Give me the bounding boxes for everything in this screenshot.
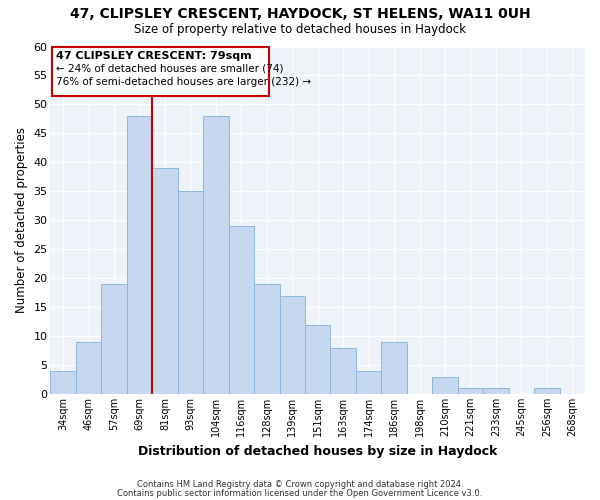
Bar [458, 388, 483, 394]
Bar [76, 342, 101, 394]
FancyBboxPatch shape [52, 46, 269, 96]
Text: ← 24% of detached houses are smaller (74): ← 24% of detached houses are smaller (74… [56, 64, 284, 74]
Bar [432, 376, 458, 394]
Text: 47 CLIPSLEY CRESCENT: 79sqm: 47 CLIPSLEY CRESCENT: 79sqm [56, 50, 252, 60]
Bar [280, 296, 305, 394]
Bar [50, 371, 76, 394]
Text: Contains HM Land Registry data © Crown copyright and database right 2024.: Contains HM Land Registry data © Crown c… [137, 480, 463, 489]
Bar [331, 348, 356, 394]
Bar [483, 388, 509, 394]
Bar [101, 284, 127, 394]
Bar [382, 342, 407, 394]
Text: Contains public sector information licensed under the Open Government Licence v3: Contains public sector information licen… [118, 488, 482, 498]
Bar [178, 192, 203, 394]
Bar [229, 226, 254, 394]
Bar [356, 371, 382, 394]
Bar [127, 116, 152, 394]
Bar [254, 284, 280, 394]
X-axis label: Distribution of detached houses by size in Haydock: Distribution of detached houses by size … [138, 444, 497, 458]
Bar [305, 324, 331, 394]
Text: 76% of semi-detached houses are larger (232) →: 76% of semi-detached houses are larger (… [56, 76, 311, 86]
Bar [534, 388, 560, 394]
Y-axis label: Number of detached properties: Number of detached properties [15, 128, 28, 314]
Bar [152, 168, 178, 394]
Text: 47, CLIPSLEY CRESCENT, HAYDOCK, ST HELENS, WA11 0UH: 47, CLIPSLEY CRESCENT, HAYDOCK, ST HELEN… [70, 8, 530, 22]
Text: Size of property relative to detached houses in Haydock: Size of property relative to detached ho… [134, 22, 466, 36]
Bar [203, 116, 229, 394]
